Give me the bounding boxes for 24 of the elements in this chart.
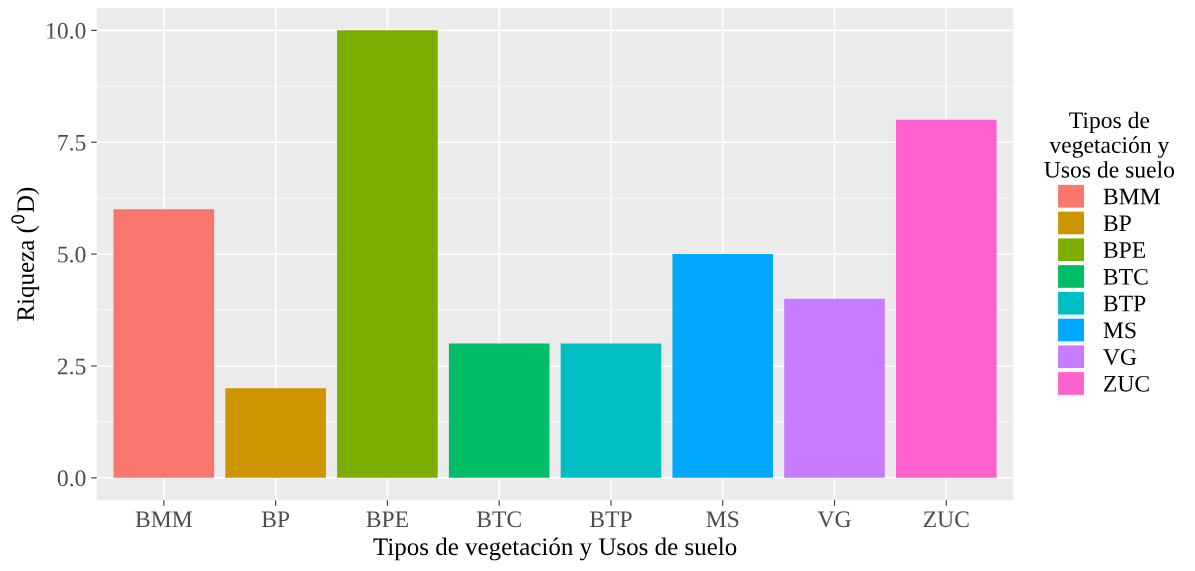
legend-label: MS [1103,322,1136,339]
legend-label: BP [1103,215,1131,232]
y-tick-label: 10.0 [47,22,86,39]
legend-title: Tipos de vegetación y Usos de suelo [1044,111,1175,178]
x-tick-label: MS [706,511,739,528]
y-tick-label: 5.0 [58,246,86,263]
legend-label: BMM [1103,188,1160,205]
x-tick-label: BP [261,511,290,528]
y-tick-label: 0.0 [57,470,86,487]
y-axis-title: Riqueza ($^{0}$D) [11,187,40,321]
legend-label: ZUC [1104,375,1149,392]
x-tick-label: VG [817,511,851,528]
y-tick-label: 2.5 [57,358,86,375]
x-tick-label: BTP [589,511,632,528]
legend-label: VG [1103,349,1137,366]
x-axis-title: Tipos de vegetación y Usos de suelo [373,537,737,561]
y-tick-label: 7.5 [58,134,86,151]
legend-label: BTP [1103,295,1146,312]
x-tick-label: BPE [366,511,408,528]
x-tick-label: BTC [476,511,521,528]
legend-label: BPE [1103,242,1146,258]
legend-label: BTC [1103,268,1148,285]
x-tick-label: ZUC [923,511,969,528]
x-tick-label: BMM [135,511,193,528]
